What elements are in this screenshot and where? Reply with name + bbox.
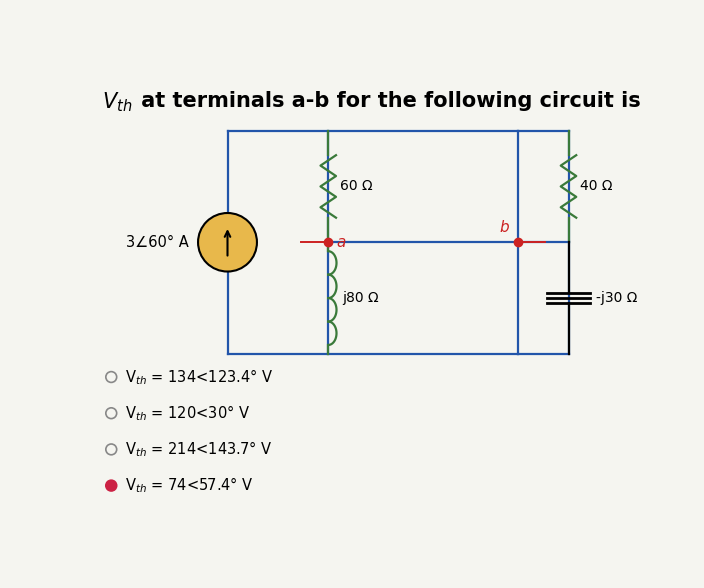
Text: -j30 Ω: -j30 Ω	[596, 291, 637, 305]
Text: 3∠60° A: 3∠60° A	[126, 235, 189, 250]
Text: V$_{th}$ = 214<143.7° V: V$_{th}$ = 214<143.7° V	[125, 440, 272, 459]
Text: at terminals a-b for the following circuit is: at terminals a-b for the following circu…	[134, 91, 641, 111]
Circle shape	[106, 480, 117, 491]
Text: V$_{th}$ = 120<30° V: V$_{th}$ = 120<30° V	[125, 403, 251, 423]
Text: V$_{th}$ = 134<123.4° V: V$_{th}$ = 134<123.4° V	[125, 367, 274, 387]
Text: 40 Ω: 40 Ω	[580, 179, 612, 193]
Text: 60 Ω: 60 Ω	[340, 179, 372, 193]
Text: a: a	[336, 235, 346, 250]
Circle shape	[198, 213, 257, 272]
Text: V$_{th}$ = 74<57.4° V: V$_{th}$ = 74<57.4° V	[125, 476, 254, 496]
Text: $V_{th}$: $V_{th}$	[102, 91, 132, 114]
Text: j80 Ω: j80 Ω	[342, 291, 379, 305]
Text: b: b	[499, 219, 509, 235]
